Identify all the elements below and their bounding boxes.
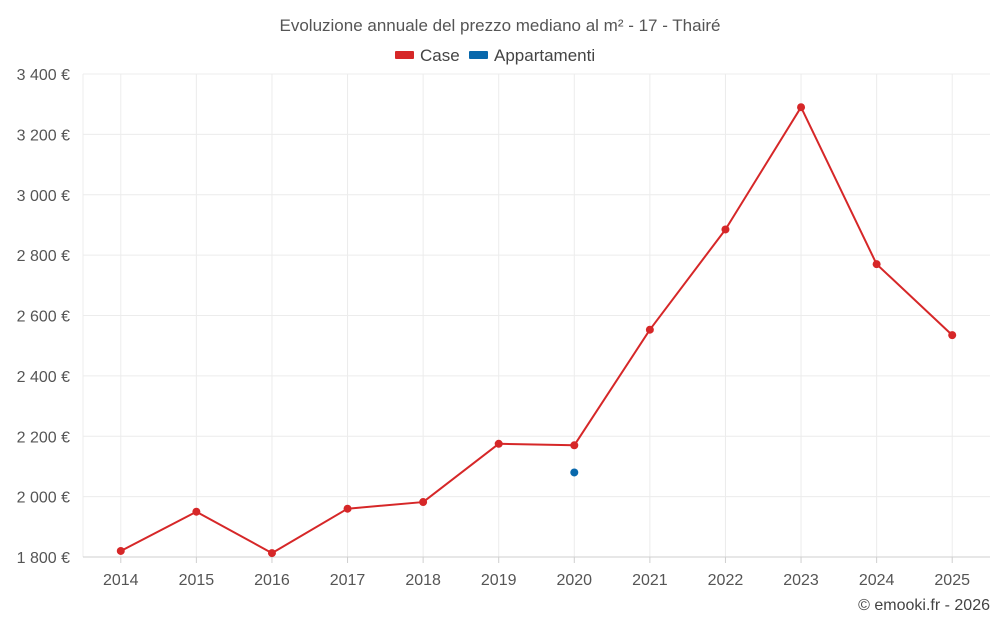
y-tick-label: 2 400 € bbox=[17, 369, 70, 386]
legend-label-appartamenti: Appartamenti bbox=[494, 46, 595, 65]
data-point[interactable] bbox=[645, 325, 654, 334]
data-point[interactable] bbox=[721, 225, 730, 234]
y-tick-label: 2 000 € bbox=[17, 490, 70, 507]
data-point[interactable] bbox=[192, 507, 201, 516]
series-appartamenti bbox=[570, 468, 579, 477]
data-point[interactable] bbox=[948, 331, 957, 340]
legend-swatch-appartamenti bbox=[469, 51, 488, 59]
x-tick-label: 2019 bbox=[481, 572, 517, 589]
y-tick-label: 3 000 € bbox=[17, 188, 70, 205]
series-case bbox=[116, 103, 957, 558]
x-axis-ticks: 2014 2015 2016 2017 2018 2019 2020 2021 2022 2023… bbox=[103, 557, 970, 589]
y-tick-label: 2 800 € bbox=[17, 248, 70, 265]
credit: © emooki.fr - 2026 bbox=[858, 597, 990, 614]
y-tick-label: 1 800 € bbox=[17, 550, 70, 567]
x-tick-label: 2025 bbox=[934, 572, 970, 589]
data-point[interactable] bbox=[797, 103, 806, 112]
x-tick-label: 2018 bbox=[405, 572, 441, 589]
y-tick-label: 3 400 € bbox=[17, 67, 70, 84]
x-tick-label: 2024 bbox=[859, 572, 895, 589]
data-point[interactable] bbox=[494, 439, 503, 448]
data-point[interactable] bbox=[419, 498, 428, 507]
y-tick-label: 2 200 € bbox=[17, 429, 70, 446]
grid bbox=[82, 73, 990, 558]
x-tick-label: 2023 bbox=[783, 572, 819, 589]
data-point[interactable] bbox=[570, 468, 579, 477]
x-tick-label: 2020 bbox=[556, 572, 592, 589]
data-point[interactable] bbox=[267, 549, 276, 558]
data-point[interactable] bbox=[343, 504, 352, 513]
x-tick-label: 2014 bbox=[103, 572, 139, 589]
x-tick-label: 2022 bbox=[708, 572, 744, 589]
chart-title: Evoluzione annuale del prezzo mediano al… bbox=[280, 16, 721, 35]
legend-label-case: Case bbox=[420, 46, 460, 65]
series-line bbox=[120, 106, 953, 555]
x-tick-label: 2016 bbox=[254, 572, 290, 589]
legend-swatch-case bbox=[395, 51, 414, 59]
y-axis-ticks: 1 800 € 2 000 € 2 200 € 2 400 € 2 600 € 2 800… bbox=[17, 67, 70, 567]
data-point[interactable] bbox=[116, 546, 125, 555]
x-tick-label: 2017 bbox=[330, 572, 366, 589]
data-point[interactable] bbox=[872, 260, 881, 269]
legend-item-case[interactable]: Case bbox=[395, 46, 460, 65]
series bbox=[116, 103, 957, 558]
legend-item-appartamenti[interactable]: Appartamenti bbox=[469, 46, 595, 65]
x-tick-label: 2021 bbox=[632, 572, 668, 589]
y-tick-label: 2 600 € bbox=[17, 309, 70, 326]
legend: Case Appartamenti bbox=[395, 46, 595, 65]
x-tick-label: 2015 bbox=[179, 572, 215, 589]
y-tick-label: 3 200 € bbox=[17, 127, 70, 144]
data-point[interactable] bbox=[570, 441, 579, 450]
